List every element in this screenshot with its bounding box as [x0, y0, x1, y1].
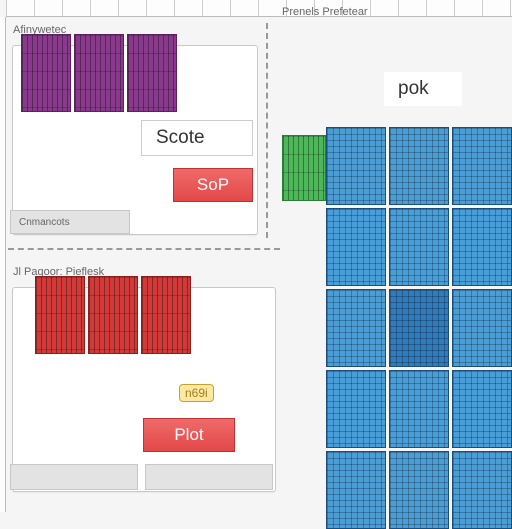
container-purple	[127, 34, 177, 112]
container-red	[35, 276, 85, 354]
container-blue	[452, 208, 512, 286]
pok-label: pok	[384, 72, 462, 106]
ruler-top	[6, 0, 512, 17]
container-stack-blue	[326, 127, 512, 529]
lock-icon: n69i	[179, 384, 214, 402]
panel-bottom-left: Jl Paqoor: Pieflesk n69i Plot	[12, 287, 276, 492]
container-green	[282, 135, 326, 201]
container-blue	[452, 289, 512, 367]
container-blue	[389, 451, 449, 529]
container-blue	[452, 451, 512, 529]
container-purple	[21, 34, 71, 112]
divider-vertical	[266, 23, 268, 238]
container-blue	[389, 208, 449, 286]
container-purple	[74, 34, 124, 112]
container-blue	[326, 451, 386, 529]
panel-title-right: Prenels Prefetear	[282, 6, 368, 18]
grey-bar-bottom-left	[10, 464, 138, 490]
grey-bar-top-left: Cnmancots	[10, 210, 130, 234]
panel-top-left: Afinywetec Scote SoP Cnmancots	[12, 45, 258, 235]
sop-button[interactable]: SoP	[173, 168, 253, 202]
container-row-red	[35, 276, 191, 354]
container-blue	[389, 370, 449, 448]
container-blue	[326, 289, 386, 367]
container-row-purple	[21, 34, 177, 112]
container-blue	[326, 370, 386, 448]
container-blue	[326, 127, 386, 205]
divider-horizontal	[8, 248, 280, 250]
container-red	[141, 276, 191, 354]
container-blue	[326, 208, 386, 286]
grey-bar-bottom-right	[145, 464, 273, 490]
container-blue	[452, 127, 512, 205]
plot-button[interactable]: Plot	[143, 418, 235, 452]
container-blue	[389, 289, 449, 367]
container-red	[88, 276, 138, 354]
container-blue	[452, 370, 512, 448]
diagram-canvas: Afinywetec Scote SoP Cnmancots Prenels P…	[6, 17, 512, 512]
container-blue	[389, 127, 449, 205]
scote-label: Scote	[141, 120, 253, 156]
